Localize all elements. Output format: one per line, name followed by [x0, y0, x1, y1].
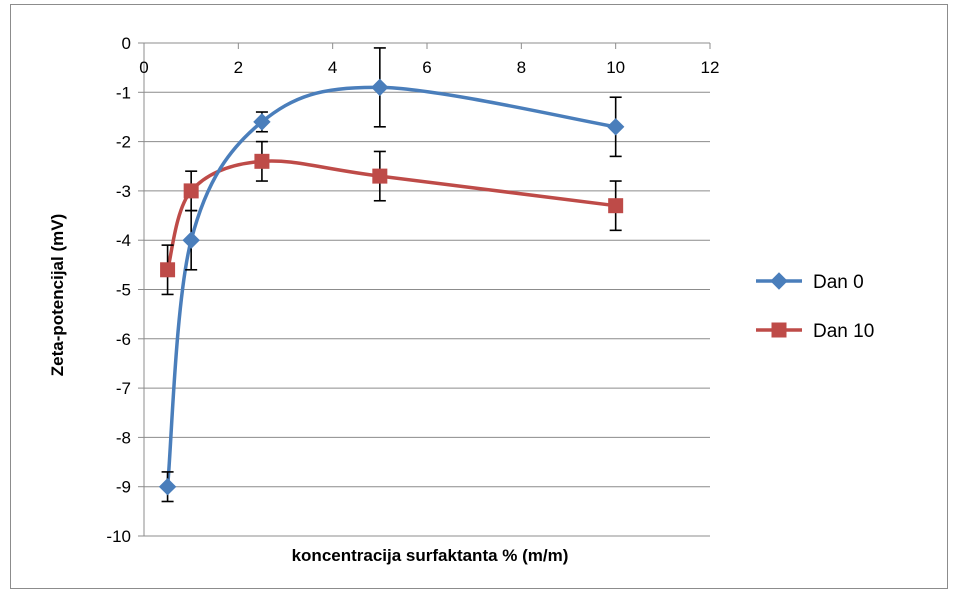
x-tick-label: 6: [422, 58, 431, 77]
y-tick-label: -2: [116, 133, 131, 152]
y-tick-labels: 0 -1 -2 -3 -4 -5 -6 -7 -8 -9 -10: [106, 34, 131, 546]
x-tick-label: 8: [517, 58, 526, 77]
x-tick-labels: 0 2 4 6 8 10 12: [139, 58, 719, 77]
data-markers: [158, 78, 625, 496]
y-tick-label: -7: [116, 379, 131, 398]
y-tick-label: -8: [116, 428, 131, 447]
chart-area: 0 -1 -2 -3 -4 -5 -6 -7 -8 -9 -10 0 2 4 6 8 10 12 Zeta-po…: [10, 4, 948, 589]
axes: [138, 42, 711, 537]
legend-label: Dan 0: [813, 272, 864, 293]
data-point: [182, 231, 200, 249]
y-tick-label: 0: [122, 34, 131, 53]
x-tick-label: 2: [234, 58, 243, 77]
legend-marker: [771, 322, 787, 338]
data-point: [183, 183, 199, 199]
legend-label: Dan 10: [813, 321, 874, 342]
y-tick-label: -6: [116, 330, 131, 349]
data-point: [254, 153, 270, 169]
y-tick-label: -4: [116, 231, 131, 250]
legend-entry: Dan 0: [756, 272, 864, 293]
series-line: [165, 159, 618, 272]
data-point: [372, 168, 388, 184]
data-point: [608, 198, 624, 214]
x-tick-label: 4: [328, 58, 337, 77]
legend-marker: [770, 272, 788, 290]
x-tick-label: 10: [606, 58, 625, 77]
y-tick-label: -10: [106, 527, 131, 546]
gridlines: [144, 42, 710, 537]
y-tick-label: -9: [116, 478, 131, 497]
y-tick-label: -5: [116, 281, 131, 300]
data-point: [371, 78, 389, 97]
y-tick-label: -3: [116, 182, 131, 201]
x-tick-label: 0: [139, 58, 148, 77]
data-point: [160, 262, 176, 278]
legend-entry: Dan 10: [756, 321, 874, 342]
data-point: [253, 113, 271, 131]
legend: Dan 0 Dan 10: [756, 272, 874, 342]
data-point: [606, 118, 625, 136]
series-line: [165, 85, 618, 489]
data-point: [158, 477, 177, 496]
zeta-potential-chart: 0 -1 -2 -3 -4 -5 -6 -7 -8 -9 -10 0 2 4 6 8 10 12 Zeta-po…: [48, 34, 874, 565]
y-tick-label: -1: [116, 83, 131, 102]
x-tick-label: 12: [701, 58, 720, 77]
series-lines: [165, 85, 618, 489]
x-axis-title: koncentracija surfaktanta % (m/m): [292, 546, 569, 565]
y-axis-title: Zeta-potencijal (mV): [48, 214, 67, 376]
